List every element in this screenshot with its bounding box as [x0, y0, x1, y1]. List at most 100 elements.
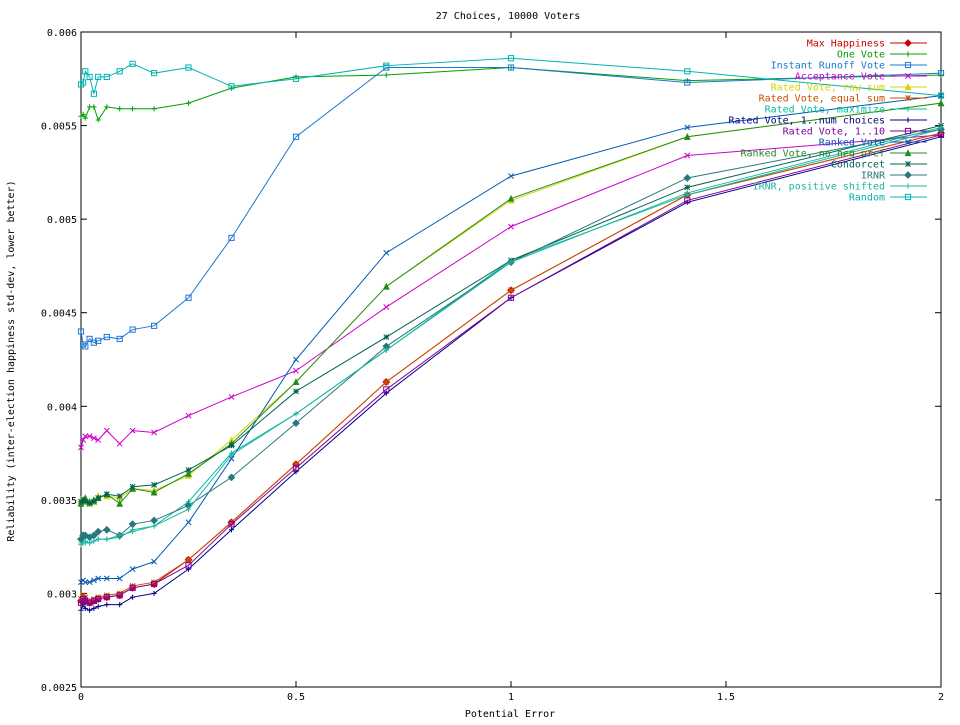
- axis-ticks: 0 0.5 1 1.5 2 0.0025 0.003 0.0035 0.004 0.0045 0.0…: [41, 28, 944, 703]
- data-point: [383, 386, 390, 393]
- data-point: [228, 393, 235, 400]
- data-point: [228, 452, 235, 458]
- data-point: [185, 519, 192, 526]
- legend-label: IRNR, positive shifted: [753, 182, 885, 193]
- data-point: [938, 124, 944, 131]
- data-point: [228, 442, 235, 449]
- data-point: [228, 527, 235, 533]
- x-tick-label: 0.5: [287, 692, 305, 703]
- series-line: [80, 57, 942, 97]
- y-tick-label: 0.0045: [41, 309, 77, 320]
- data-point: [151, 579, 158, 586]
- data-point: [129, 60, 136, 67]
- data-point: [82, 498, 89, 505]
- data-point: [683, 133, 691, 140]
- data-point: [228, 519, 235, 526]
- data-point: [77, 328, 85, 335]
- data-point: [151, 429, 158, 436]
- data-point: [82, 68, 89, 75]
- data-point: [128, 520, 137, 529]
- data-point: [116, 440, 123, 447]
- data-point: [104, 602, 110, 608]
- data-point: [938, 92, 944, 99]
- data-point: [684, 79, 691, 86]
- legend-label: Max Happiness: [807, 39, 885, 50]
- y-tick-label: 0.0025: [41, 683, 77, 694]
- data-point: [78, 607, 84, 613]
- data-point: [82, 433, 89, 440]
- data-point: [91, 605, 97, 611]
- data-point: [82, 579, 89, 586]
- series-3: [78, 131, 944, 451]
- series-line: [80, 136, 942, 611]
- data-point: [383, 347, 389, 353]
- data-point: [95, 536, 101, 542]
- series-4: [77, 99, 945, 507]
- data-point: [904, 193, 912, 201]
- data-point: [228, 83, 235, 90]
- data-point: [82, 115, 88, 121]
- y-tick-label: 0.005: [47, 215, 77, 226]
- legend-label: Ranked Vote, no neg pref: [741, 149, 886, 160]
- data-point: [95, 595, 102, 603]
- data-point: [103, 333, 110, 341]
- data-point: [293, 356, 299, 363]
- data-point: [185, 469, 192, 477]
- data-point: [82, 605, 88, 611]
- data-point: [683, 174, 692, 182]
- data-point: [95, 575, 102, 582]
- data-point: [292, 75, 300, 82]
- data-point: [383, 390, 389, 396]
- data-point: [185, 64, 192, 71]
- data-point: [905, 183, 911, 189]
- data-point: [130, 106, 136, 112]
- data-point: [508, 173, 514, 180]
- data-point: [86, 335, 93, 343]
- data-point: [151, 106, 157, 112]
- data-point: [90, 90, 98, 97]
- data-point: [507, 294, 515, 301]
- data-point: [904, 83, 912, 91]
- data-point: [86, 73, 93, 81]
- legend-label: Rated Vote, equal sum: [759, 94, 885, 105]
- data-point: [151, 558, 158, 565]
- legend-label: Acceptance Vote: [795, 72, 885, 83]
- data-point: [185, 412, 192, 419]
- legend-label: Rated Vote, 1..num choices: [728, 116, 885, 127]
- data-point: [937, 99, 945, 107]
- data-point: [151, 590, 157, 597]
- data-point: [82, 597, 89, 605]
- y-tick-label: 0.004: [47, 402, 77, 413]
- legend-label: Instant Runoff Vote: [771, 61, 885, 72]
- data-point: [130, 529, 136, 535]
- series-11: [78, 122, 944, 507]
- data-point: [86, 500, 93, 507]
- data-point: [104, 104, 110, 110]
- series-9: [78, 92, 944, 586]
- data-point: [104, 536, 110, 542]
- y-tick-label: 0.006: [47, 28, 77, 39]
- data-point: [905, 161, 911, 167]
- data-point: [80, 437, 87, 443]
- x-tick-label: 1: [508, 692, 514, 703]
- legend-label: Condorcet: [831, 160, 885, 171]
- data-point: [95, 117, 101, 123]
- data-point: [684, 124, 691, 131]
- data-point: [116, 68, 123, 75]
- legend-label: IRNR: [861, 171, 886, 182]
- data-point: [508, 223, 514, 230]
- data-point: [383, 72, 389, 78]
- data-point: [185, 506, 192, 512]
- data-point: [103, 73, 110, 81]
- legend-label: Random: [849, 193, 885, 204]
- series-line: [80, 102, 942, 505]
- data-point: [87, 607, 93, 613]
- data-point: [684, 184, 691, 191]
- data-point: [95, 495, 102, 501]
- data-point: [129, 566, 136, 573]
- data-point: [90, 498, 97, 505]
- data-point: [151, 70, 158, 77]
- series-13: [78, 124, 944, 548]
- data-point: [129, 584, 136, 591]
- data-point: [904, 149, 912, 157]
